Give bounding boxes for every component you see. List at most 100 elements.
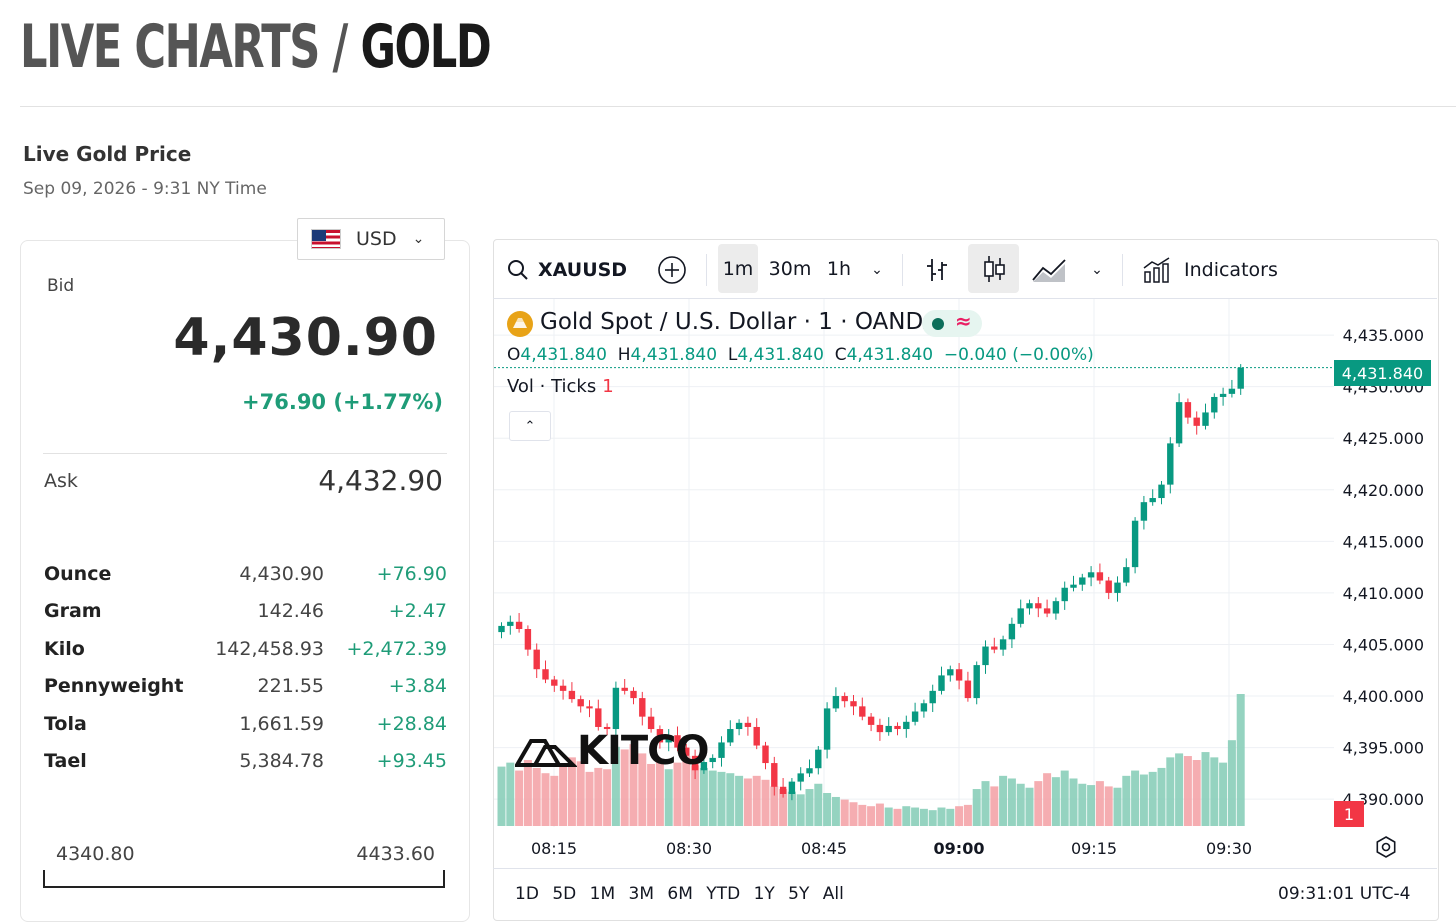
page-title: LIVE CHARTS / GOLD [20,10,492,84]
volume-bar [823,793,832,826]
unit-row-tola: Tola 1,661.59 +28.84 [44,713,447,743]
unit-change: +2.47 [388,600,447,622]
symbol-label: XAUUSD [538,259,628,281]
candle-body [612,687,620,730]
open-value: 4,431.840 [520,345,607,365]
candle-body [639,698,646,717]
compare-symbol-button[interactable] [655,254,689,286]
candle-body [700,762,708,771]
unit-change: +2,472.39 [346,638,447,660]
unit-name: Tola [44,713,87,735]
volume-bar [972,789,981,826]
volume-bar [761,779,770,826]
chart-type-dropdown[interactable]: ⌄ [1084,254,1110,286]
candle-body [947,669,954,676]
ask-value: 4,432.90 [318,464,443,497]
interval-dropdown[interactable]: ⌄ [864,254,890,286]
volume-bar [1113,787,1122,826]
area-chart-type-button[interactable] [1030,254,1070,286]
candle-body [1202,412,1209,426]
volume-label: Vol · Ticks [507,376,597,397]
candle-body [1105,580,1112,593]
toolbar-separator [902,254,903,286]
open-label: O [507,345,521,365]
market-status-badge[interactable] [922,310,982,337]
toolbar-separator [706,254,707,286]
volume-bar [937,807,946,826]
volume-bar [1104,786,1113,826]
candle-body [1149,498,1156,503]
page-title-prefix: LIVE CHARTS / [20,12,361,82]
range-1m[interactable]: 1M [589,884,616,904]
range-3m[interactable]: 3M [628,884,654,904]
candle-body [903,721,910,730]
volume-bar [541,773,550,826]
candle-body [744,722,752,727]
volume-bar [567,757,576,826]
timezone-clock[interactable]: 09:31:01 UTC-4 [1278,884,1411,904]
candle-body [850,701,857,707]
candle-body [683,747,690,756]
candle-body [929,690,936,704]
candle-body [718,742,725,758]
date-range-selector: 1D 5D 1M 3M 6M YTD 1Y 5Y All [515,884,844,904]
range-1y[interactable]: 1Y [753,884,775,904]
area-chart-icon [1032,259,1066,282]
candle-body [779,786,787,794]
candle-body [515,621,523,629]
interval-1m[interactable]: 1m [718,244,758,293]
price-tick-label: 4,410.000 [1343,584,1424,603]
volume-bar [523,760,532,826]
volume-bar [1210,757,1219,826]
price-tick-label: 4,405.000 [1343,635,1424,654]
volume-bar [655,758,664,826]
range-ytd[interactable]: YTD [706,884,741,904]
candle-body [867,716,875,725]
symbol-search-button[interactable]: XAUUSD [506,254,627,286]
candle-body [1087,572,1095,578]
range-5y[interactable]: 5Y [788,884,810,904]
volume-bar [585,771,594,826]
volume-bar [1034,781,1043,826]
volume-bar [629,744,638,826]
close-label: C [834,345,847,365]
collapse-legend-button[interactable]: ⌃ [509,411,551,441]
candle-body [665,735,672,743]
candle-body [1096,572,1104,581]
candle-body [1061,587,1068,602]
candle-body [647,716,655,730]
indicators-button[interactable]: Indicators [1142,254,1278,286]
plus-circle-icon [658,256,686,284]
last-price-label: 4,431.840 [1334,360,1431,386]
volume-bar [805,789,814,826]
bars-chart-type-button[interactable] [920,254,954,286]
candle-body [656,729,664,743]
price-chart[interactable]: 4,435.0004,430.0004,425.0004,420.0004,41… [494,299,1436,868]
candle-body [1184,402,1192,418]
chevron-down-icon: ⌄ [412,231,425,247]
interval-30m[interactable]: 30m [768,257,812,280]
unit-change: +76.90 [376,563,447,585]
us-flag-icon [311,229,341,249]
volume-bar [1175,753,1184,826]
interval-1h[interactable]: 1h [826,257,852,280]
gear-icon [1376,836,1396,858]
ask-label: Ask [44,470,78,492]
price-axis: 4,435.0004,430.0004,425.0004,420.0004,41… [1343,326,1424,809]
change-value: −0.040 (−0.00%) [943,345,1094,365]
currency-select[interactable]: USD ⌄ [297,218,445,260]
candle-body [955,669,963,681]
volume-bar [691,765,700,826]
range-6m[interactable]: 6M [667,884,693,904]
volume-bar [726,773,735,826]
volume-bar [1122,775,1131,826]
candles-chart-type-button[interactable] [968,244,1019,293]
chart-settings-button[interactable] [1375,836,1397,864]
candle-body [1070,584,1077,588]
volume-bar [559,765,568,826]
range-all[interactable]: All [822,884,844,904]
volume-bar [1236,694,1245,826]
range-5d[interactable]: 5D [552,884,577,904]
candle-body [524,629,532,650]
range-1d[interactable]: 1D [515,884,539,904]
